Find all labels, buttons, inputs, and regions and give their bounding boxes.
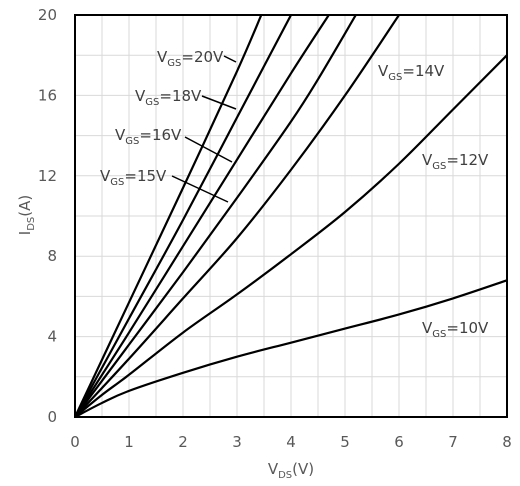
series-line xyxy=(75,15,330,417)
y-axis-title-sub: DS xyxy=(26,217,37,231)
series-label: VGS=20V xyxy=(157,48,224,69)
x-tick-label: 0 xyxy=(70,433,80,451)
x-tick-label: 2 xyxy=(178,433,188,451)
series-line xyxy=(75,15,357,417)
series-label: VGS=12V xyxy=(422,151,489,172)
x-axis-title: VDS(V) xyxy=(268,460,314,481)
x-tick-label: 6 xyxy=(394,433,404,451)
series-label: VGS=16V xyxy=(115,126,182,147)
label-leader-line xyxy=(223,55,237,63)
series-labels: VGS=10V VGS=12V VGS=14V VGS=15V VGS=16V VGS=1… xyxy=(100,48,489,340)
series-curves xyxy=(75,15,507,417)
series-line xyxy=(75,15,400,417)
y-tick-labels: 0 4 8 12 16 20 xyxy=(38,6,57,426)
y-tick-label: 4 xyxy=(47,328,57,346)
series-label: VGS=14V xyxy=(378,62,445,83)
plot-frame xyxy=(74,14,508,418)
series-line xyxy=(75,54,507,417)
label-leader-line xyxy=(184,136,233,163)
x-tick-label: 8 xyxy=(502,433,512,451)
y-tick-label: 16 xyxy=(38,86,57,104)
y-tick-label: 0 xyxy=(47,408,57,426)
series-label: VGS=15V xyxy=(100,167,167,188)
label-leader-line xyxy=(171,175,229,203)
x-tick-label: 1 xyxy=(124,433,134,451)
y-axis-title: IDS(A) xyxy=(16,195,37,235)
series-label: VGS=18V xyxy=(135,87,202,108)
series-line xyxy=(75,15,292,417)
series-line xyxy=(75,15,263,417)
x-tick-label: 5 xyxy=(340,433,350,451)
y-tick-label: 8 xyxy=(47,247,57,265)
x-tick-label: 3 xyxy=(232,433,242,451)
y-tick-label: 20 xyxy=(38,6,57,24)
label-leader-line xyxy=(201,95,237,110)
x-tick-label: 7 xyxy=(448,433,458,451)
x-tick-label: 4 xyxy=(286,433,296,451)
series-label: VGS=10V xyxy=(422,319,489,340)
y-tick-label: 12 xyxy=(38,167,57,185)
series-line xyxy=(75,279,507,417)
x-axis-title-sub: DS xyxy=(278,470,292,481)
x-tick-labels: 0 1 2 3 4 5 6 7 8 xyxy=(70,433,512,451)
